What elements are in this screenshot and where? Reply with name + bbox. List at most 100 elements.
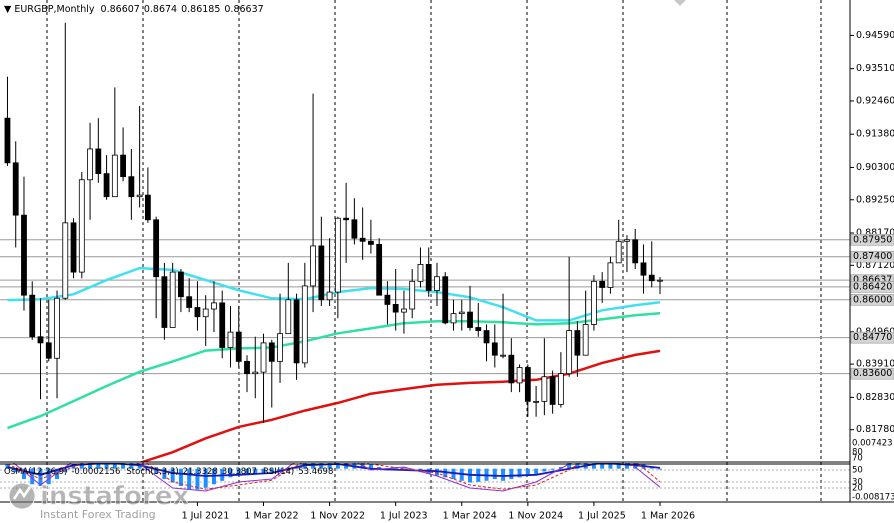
osma-bar bbox=[38, 468, 43, 487]
candle-body bbox=[367, 240, 374, 245]
candle-body bbox=[301, 285, 308, 364]
y-tick-label: 0.81780 bbox=[856, 424, 894, 435]
candle-body bbox=[417, 263, 424, 282]
osma-bar bbox=[608, 463, 613, 469]
candle-body bbox=[334, 217, 341, 293]
osma-bar bbox=[236, 468, 241, 476]
osma-bar bbox=[368, 463, 373, 469]
candle-body bbox=[103, 173, 110, 198]
osma-bar bbox=[649, 467, 654, 469]
chart-header: ▼ EURGBP,Monthly 0.86607 0.8674 0.86185 0.866… bbox=[4, 4, 264, 15]
candle-body bbox=[657, 279, 663, 282]
candle-body bbox=[607, 262, 614, 288]
y-tick-label: 0.92460 bbox=[856, 95, 894, 106]
quote-high: 0.8674 bbox=[144, 4, 177, 15]
osma-bar bbox=[542, 468, 547, 472]
y2-tick-label: 30 bbox=[852, 478, 863, 488]
candle-body bbox=[144, 194, 151, 221]
candle-body bbox=[285, 299, 292, 335]
axes bbox=[0, 0, 894, 503]
level-label: 0.86000 bbox=[853, 294, 892, 305]
candle-body bbox=[277, 333, 283, 362]
moving-average bbox=[7, 312, 661, 430]
osma-bar bbox=[616, 463, 621, 469]
osma-bar bbox=[245, 468, 249, 475]
candle-body bbox=[326, 291, 333, 301]
y-tick-label: 0.89250 bbox=[856, 194, 894, 205]
osma-bar bbox=[79, 463, 84, 469]
candle-body bbox=[574, 330, 581, 356]
candle-body bbox=[524, 367, 531, 402]
candle-body bbox=[508, 354, 515, 384]
candle-body bbox=[624, 239, 630, 242]
osma-bar bbox=[162, 468, 167, 480]
quote-open: 0.86607 bbox=[101, 4, 140, 15]
stoch-signal: 30.3807 bbox=[222, 467, 257, 477]
candle-body bbox=[169, 271, 176, 328]
rsi-value: 53.4698 bbox=[298, 467, 333, 477]
candle-body bbox=[632, 239, 639, 264]
candle-body bbox=[70, 222, 77, 273]
osma-bar bbox=[187, 468, 192, 490]
candle-body bbox=[467, 311, 473, 328]
osma-bar bbox=[319, 463, 324, 469]
osma-bar bbox=[5, 463, 10, 469]
rsi-title: RSI(14) bbox=[263, 467, 294, 477]
osma-bar bbox=[13, 468, 18, 473]
y-tick-label: 0.84960 bbox=[856, 326, 894, 337]
osma-bar bbox=[624, 463, 629, 469]
candle-body bbox=[29, 294, 36, 338]
candle-body bbox=[599, 280, 606, 288]
x-tick-label: 1 Nov 2022 bbox=[310, 511, 365, 522]
osma-bar bbox=[501, 468, 506, 481]
candle-body bbox=[541, 376, 548, 402]
y-tick-label: 0.90300 bbox=[856, 162, 894, 173]
osma-bar bbox=[88, 463, 93, 469]
candle-body bbox=[128, 176, 135, 198]
y-tick-label: 0.88170 bbox=[856, 228, 894, 239]
candle-body bbox=[557, 373, 564, 405]
x-tick-label: 1 Jul 2021 bbox=[182, 511, 230, 522]
oscillator-header: OsMA(12,26,9) -0.0002156 Stoch(5,3,3) 21.33… bbox=[4, 467, 333, 477]
candle-body bbox=[78, 179, 85, 273]
osma-bar bbox=[517, 468, 522, 478]
osma-bar bbox=[170, 468, 175, 483]
y2-tick-label: 80 bbox=[852, 448, 863, 458]
candle-body bbox=[202, 308, 209, 318]
candle-body bbox=[566, 330, 573, 375]
candle-body bbox=[582, 324, 589, 356]
candle-body bbox=[533, 400, 539, 403]
osma-bar bbox=[154, 468, 159, 474]
candle-body bbox=[87, 148, 93, 181]
quote-low: 0.86185 bbox=[181, 4, 220, 15]
osma-bar bbox=[253, 468, 258, 474]
osma-bar bbox=[600, 463, 605, 469]
osma-bar bbox=[112, 463, 117, 469]
candle-body bbox=[425, 263, 432, 291]
candle-body bbox=[161, 276, 168, 328]
candle-body bbox=[500, 354, 506, 357]
y-tick-label: 0.87120 bbox=[856, 260, 894, 271]
candle-body bbox=[516, 367, 523, 384]
candle-body bbox=[384, 294, 391, 305]
candle-body bbox=[434, 276, 440, 291]
x-tick-label: 1 Mar 2026 bbox=[641, 511, 695, 522]
osma-bar bbox=[575, 463, 580, 469]
osma-bar bbox=[228, 468, 233, 478]
oscillator-line bbox=[12, 463, 661, 492]
candle-body bbox=[640, 262, 647, 276]
candle-body bbox=[235, 331, 242, 362]
moving-average bbox=[139, 349, 661, 462]
osma-bar bbox=[46, 468, 51, 485]
candle-body bbox=[12, 162, 19, 216]
y-tick-label: -0.008173 bbox=[852, 493, 894, 503]
y2-tick-label: 70 bbox=[852, 454, 863, 464]
oscillator-line bbox=[7, 463, 661, 490]
osma-bar bbox=[567, 463, 572, 469]
osma-bar bbox=[104, 463, 109, 469]
labels: 0.94590 0.93510 0.92460 0.91380 0.90300 0.892… bbox=[182, 30, 894, 522]
x-tick-label: 1 Mar 2022 bbox=[244, 511, 298, 522]
osma-bar bbox=[30, 468, 35, 485]
symbol: EURGBP,Monthly bbox=[14, 4, 95, 15]
